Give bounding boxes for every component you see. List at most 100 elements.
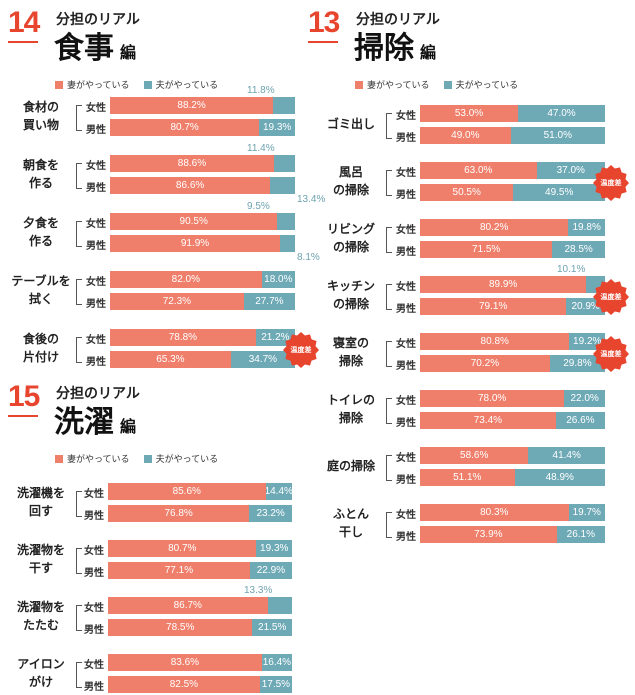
row-label: 男性 [396,418,416,429]
row-label: 女性 [86,277,106,288]
group-label: 風呂 の掃除 [332,165,369,197]
group-label: トイレの 掃除 [326,393,375,425]
row-label: 男性 [396,532,416,543]
group-label: 寝室の 掃除 [332,336,369,368]
stacked-bar: 70.2% 29.8% [420,355,605,372]
badge-label: 温度差 [600,293,622,301]
bar-segment-husband: 21.2% [255,329,295,346]
stacked-bar: 85.6% 14.4% [108,483,292,500]
row-label: 男性 [396,361,416,372]
stacked-bar: 51.1% 48.9% [420,469,605,486]
group-label: キッチン の掃除 [326,279,375,311]
bar-segment-wife: 82.5% [108,676,260,693]
section-subtitle: 分担のリアル [56,386,140,402]
bar-segment-husband: 20.9% [566,298,605,315]
legend-label-wife: 妻がやっている [67,81,130,91]
bar-segment-husband: 17.5% [259,676,292,693]
row-label: 男性 [84,682,104,693]
row-label: 女性 [396,225,416,236]
legend-label-wife: 妻がやっている [67,455,130,465]
bar-segment-husband: 22.9% [249,562,292,579]
bar-segment-husband [273,97,295,114]
badge-shape [593,336,629,372]
bar-segment-husband: 21.5% [252,619,292,636]
legend-label-husband: 夫がやっている [455,81,519,91]
bar-segment-husband: 14.4% [265,483,292,500]
stacked-bar: 79.1% 20.9% [420,298,605,315]
bar-segment-husband: 18.0% [261,271,295,288]
bar-segment-husband: 51.0% [510,127,605,144]
stacked-bar: 88.6% [110,155,295,172]
section-title-main: 食事 [54,31,114,66]
group-label: アイロン がけ [17,657,65,689]
temperature-gap-badge: 温度差 [593,336,629,372]
stacked-bar: 65.3% 34.7% [110,351,295,368]
bar-segment-husband: 22.0% [564,390,605,407]
bar-segment-wife: 72.3% [110,293,244,310]
section-number-underline [8,41,38,43]
section-title-suffix: 編 [420,43,437,62]
row-label: 女性 [86,335,106,346]
group-bracket [76,491,82,517]
stacked-bar: 58.6% 41.4% [420,447,605,464]
section-subtitle: 分担のリアル [356,12,440,28]
bar-segment-husband: 19.3% [259,119,295,136]
bar-segment-wife: 65.3% [110,351,231,368]
group-label: ゴミ出し [326,117,375,131]
stacked-bar: 91.9% [110,235,295,252]
stacked-bar: 71.5% 28.5% [420,241,605,258]
stacked-bar: 76.8% 23.2% [108,505,292,522]
bar-segment-husband: 19.3% [256,540,292,557]
badge-label: 温度差 [290,346,312,354]
group-label: テーブルを 拭く [11,274,71,306]
bar-value-label-husband: 11.8% [247,85,275,96]
group-bracket [76,662,82,688]
legend-label-husband: 夫がやっている [155,81,219,91]
legend-label-husband: 夫がやっている [155,455,219,465]
section-title: 食事編 [54,32,136,70]
bar-value-label-husband: 10.1% [557,264,586,275]
group-bracket [386,227,392,253]
row-label: 男性 [396,133,416,144]
bar-segment-husband [277,213,295,230]
row-label: 女性 [86,219,106,230]
badge-label: 温度差 [600,179,622,187]
bar-segment-wife: 80.7% [108,540,257,557]
bar-segment-wife: 51.1% [420,469,515,486]
row-label: 男性 [86,183,106,194]
group-label: リビング の掃除 [326,222,375,254]
legend-item-wife: 妻がやっている [55,78,130,91]
bar-segment-husband: 37.0% [536,162,605,179]
legend-swatch-husband [443,81,452,89]
bar-segment-wife: 71.5% [420,241,553,258]
bar-value-label-husband: 11.4% [247,143,275,154]
stacked-bar: 80.7% 19.3% [108,540,292,557]
stacked-bar: 53.0% 47.0% [420,105,605,122]
row-label: 男性 [86,357,106,368]
temperature-gap-badge: 温度差 [593,165,629,201]
group-bracket [386,455,392,481]
group-bracket [76,279,82,305]
stacked-bar: 86.7% [108,597,292,614]
bar-segment-husband: 48.9% [514,469,605,486]
group-label: 朝食を 作る [22,158,59,190]
row-label: 男性 [86,241,106,252]
section-title-main: 掃除 [354,31,414,66]
stacked-bar: 73.9% 26.1% [420,526,605,543]
legend-item-husband: 夫がやっている [443,78,519,91]
bar-segment-wife: 78.0% [420,390,565,407]
group-label: 洗濯物を 干す [16,543,65,575]
stacked-bar: 86.6% [110,177,295,194]
stacked-bar: 78.8% 21.2% [110,329,295,346]
stacked-bar: 80.7% 19.3% [110,119,295,136]
bar-segment-wife: 78.8% [110,329,256,346]
bar-segment-wife: 83.6% [108,654,262,671]
legend-swatch-wife [55,81,63,89]
row-label: 男性 [396,304,416,315]
badge-label: 温度差 [600,350,622,358]
legend: 妻がやっている 夫がやっている [55,78,218,91]
legend-item-husband: 夫がやっている [143,78,219,91]
row-label: 男性 [84,568,104,579]
row-label: 女性 [396,453,416,464]
bar-segment-husband: 41.4% [528,447,605,464]
